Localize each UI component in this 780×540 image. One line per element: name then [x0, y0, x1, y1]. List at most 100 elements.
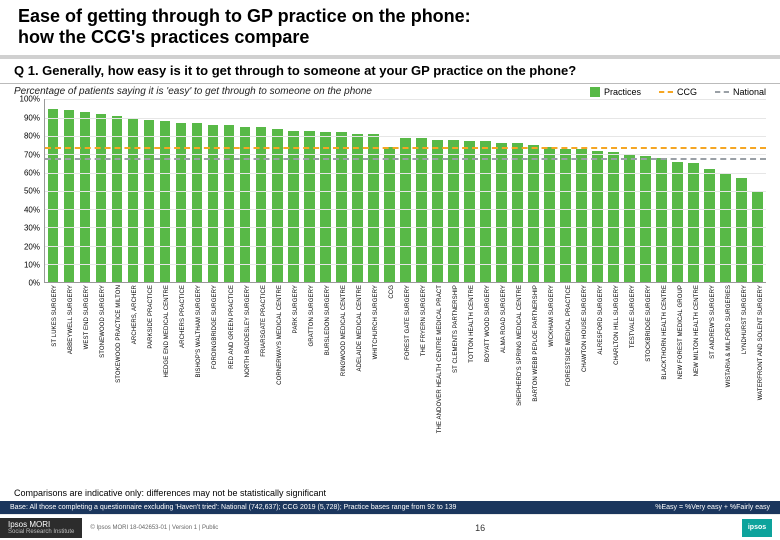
bar — [560, 149, 571, 283]
label-column: FORESTSIDE MEDICAL PRACTICE — [558, 283, 574, 417]
bar — [576, 149, 587, 283]
practice-label: FOREST GATE SURGERY — [405, 285, 411, 360]
practice-label: TESTVALE SURGERY — [630, 285, 636, 348]
ccg-swatch — [659, 91, 673, 93]
practice-label: ADELAIDE MEDICAL CENTRE — [357, 285, 363, 371]
bar — [448, 140, 459, 283]
practice-label: CHARLTON HILL SURGERY — [614, 285, 620, 365]
label-column: NORTH BADDESLEY SURGERY — [237, 283, 253, 417]
label-column: SHEPHERD'S SPRING MEDICAL CENTRE — [509, 283, 525, 417]
practice-label: ABBEYWELL SURGERY — [68, 285, 74, 354]
practice-label: FORDINGBRIDGE SURGERY — [212, 285, 218, 369]
label-column: WATERFRONT AND SOLENT SURGERY — [750, 283, 766, 417]
bar — [704, 169, 715, 282]
base-row: Base: All those completing a questionnai… — [0, 501, 780, 514]
label-column: CHAWTON HOUSE SURGERY — [574, 283, 590, 417]
ipsos-logo: ipsos — [742, 519, 772, 537]
label-column: ADELAIDE MEDICAL CENTRE — [349, 283, 365, 417]
practice-label: TOTTON HEALTH CENTRE — [469, 285, 475, 363]
label-column: ST LUKES SURGERY — [44, 283, 60, 417]
practice-label: ST LUKES SURGERY — [52, 285, 58, 347]
plot-area — [44, 99, 766, 283]
grid-line — [45, 264, 766, 265]
practice-label: STOKEWOOD PRACTICE MILTON — [116, 285, 122, 383]
label-column: CHARLTON HILL SURGERY — [606, 283, 622, 417]
bar — [160, 121, 171, 282]
y-tick-label: 40% — [24, 205, 40, 214]
label-column: FRIARSGATE PRACTICE — [253, 283, 269, 417]
bar — [240, 127, 251, 283]
practice-label: LYNDHURST SURGERY — [742, 285, 748, 354]
label-column: ALMA ROAD SURGERY — [493, 283, 509, 417]
legend-practices-label: Practices — [604, 87, 641, 97]
bar — [528, 145, 539, 282]
label-column: ABBEYWELL SURGERY — [60, 283, 76, 417]
label-column: WHITCHURCH SURGERY — [365, 283, 381, 417]
practice-label: THE FRYERN SURGERY — [421, 285, 427, 356]
grid-line — [45, 99, 766, 100]
label-column: STOCKBRIDGE SURGERY — [638, 283, 654, 417]
page-number: 16 — [218, 523, 742, 533]
national-swatch — [715, 91, 729, 93]
label-column: CCG — [381, 283, 397, 417]
bar — [112, 116, 123, 283]
y-tick-label: 70% — [24, 150, 40, 159]
practice-label: HEDGE END MEDICAL CENTRE — [164, 285, 170, 378]
bar — [384, 147, 395, 282]
label-column: ST CLEMENTS PARTNERSHIP — [445, 283, 461, 417]
page-title: Ease of getting through to GP practice o… — [18, 6, 762, 47]
label-column: ST ANDREW'S SURGERY — [702, 283, 718, 417]
label-column: THE ANDOVER HEALTH CENTRE MEDICAL PRACT — [429, 283, 445, 417]
national-ref-line — [45, 158, 766, 160]
practice-label: SHEPHERD'S SPRING MEDICAL CENTRE — [517, 285, 523, 406]
practice-label: BISHOP'S WALTHAM SURGERY — [196, 285, 202, 377]
practice-label: WICKHAM SURGERY — [549, 285, 555, 347]
label-column: FOREST GATE SURGERY — [397, 283, 413, 417]
mori-top: Ipsos MORI — [8, 520, 50, 529]
label-column: ARCHERS PRACTICE — [172, 283, 188, 417]
practice-label: RED AND GREEN PRACTICE — [229, 285, 235, 369]
grid-line — [45, 191, 766, 192]
label-column: THE FRYERN SURGERY — [413, 283, 429, 417]
practice-label: BOYATT WOOD SURGERY — [485, 285, 491, 362]
label-column: LYNDHURST SURGERY — [734, 283, 750, 417]
grid-line — [45, 118, 766, 119]
practice-label: CORNERWAYS MEDICAL CENTRE — [277, 285, 283, 385]
practice-label: WISTARIA & MILFORD SURGERIES — [726, 285, 732, 387]
chart: 0%10%20%30%40%50%60%70%80%90%100% — [14, 99, 766, 283]
label-column: STOKEWOOD PRACTICE MILTON — [108, 283, 124, 417]
copyright-text: © Ipsos MORI 18-042653-01 | Version 1 | … — [82, 525, 218, 531]
bar — [464, 141, 475, 282]
label-column: STONEWOOD SURGERY — [92, 283, 108, 417]
label-column: FORDINGBRIDGE SURGERY — [204, 283, 220, 417]
base-text: Base: All those completing a questionnai… — [10, 504, 641, 511]
practice-label: BLACKTHORN HEALTH CENTRE — [662, 285, 668, 380]
comparison-note: Comparisons are indicative only: differe… — [0, 488, 780, 501]
label-column: RED AND GREEN PRACTICE — [221, 283, 237, 417]
label-column: BISHOP'S WALTHAM SURGERY — [188, 283, 204, 417]
label-column: NEW FOREST MEDICAL GROUP — [670, 283, 686, 417]
label-column: HEDGE END MEDICAL CENTRE — [156, 283, 172, 417]
ccg-ref-line — [45, 147, 766, 149]
practice-label: FRIARSGATE PRACTICE — [261, 285, 267, 357]
bar — [512, 143, 523, 282]
practice-label: ARCHERS, ARCHER — [132, 285, 138, 344]
bar — [144, 120, 155, 283]
practice-label: ST ANDREW'S SURGERY — [710, 285, 716, 359]
bar — [432, 140, 443, 283]
grid-line — [45, 136, 766, 137]
bar — [480, 141, 491, 282]
label-column: GRATTON SURGERY — [301, 283, 317, 417]
bar — [80, 112, 91, 282]
bar — [752, 191, 763, 283]
practice-label: ALMA ROAD SURGERY — [501, 285, 507, 353]
label-column: WICKHAM SURGERY — [541, 283, 557, 417]
label-column: ARCHERS, ARCHER — [124, 283, 140, 417]
bar — [592, 151, 603, 283]
practice-label: WATERFRONT AND SOLENT SURGERY — [758, 285, 764, 400]
bar — [496, 143, 507, 282]
label-column: TOTTON HEALTH CENTRE — [461, 283, 477, 417]
grid-line — [45, 209, 766, 210]
legend-ccg: CCG — [659, 87, 697, 97]
practice-label: GRATTON SURGERY — [309, 285, 315, 347]
